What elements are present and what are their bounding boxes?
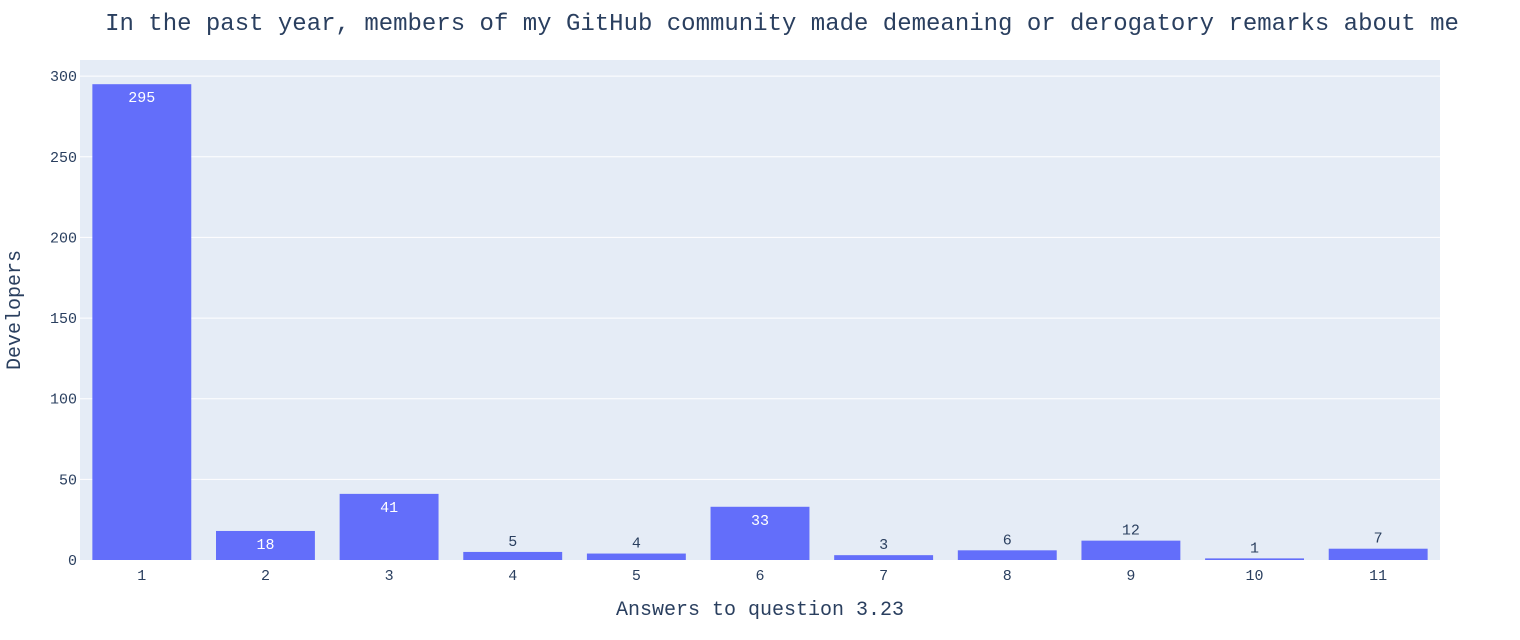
x-tick-label: 2	[261, 568, 270, 585]
gridlines	[80, 75, 1440, 480]
x-tick-label: 4	[508, 568, 517, 585]
y-tick-label: 0	[68, 553, 77, 570]
y-tick-label: 50	[59, 472, 77, 489]
x-axis-ticks: 1 2 3 4 5 6 7 8 9 10 11	[137, 568, 1387, 585]
bar-data-label: 41	[380, 500, 398, 517]
bar-data-label: 4	[632, 536, 641, 553]
plot-background	[80, 60, 1440, 560]
x-tick-label: 1	[137, 568, 146, 585]
bar-data-label: 7	[1374, 531, 1383, 548]
bar-data-label: 295	[128, 90, 155, 107]
bar	[710, 506, 810, 560]
bar-data-label: 6	[1003, 532, 1012, 549]
y-axis-title: Developers	[4, 250, 27, 370]
bar	[1328, 548, 1428, 560]
bar-data-label: 1	[1250, 540, 1259, 557]
chart-title: In the past year, members of my GitHub c…	[105, 11, 1459, 38]
x-tick-label: 3	[385, 568, 394, 585]
bar	[463, 551, 563, 560]
bar	[216, 530, 315, 560]
bars	[92, 84, 1428, 561]
bar	[92, 84, 192, 561]
x-tick-label: 9	[1126, 568, 1135, 585]
y-tick-label: 250	[50, 150, 77, 167]
bar	[957, 550, 1057, 560]
x-tick-label: 5	[632, 568, 641, 585]
x-tick-label: 7	[879, 568, 888, 585]
x-tick-label: 10	[1246, 568, 1264, 585]
y-tick-label: 300	[50, 69, 77, 86]
x-tick-label: 6	[755, 568, 764, 585]
x-axis-title: Answers to question 3.23	[616, 599, 904, 622]
bar-data-label: 33	[751, 513, 769, 530]
bar	[586, 553, 686, 560]
bar-data-label: 3	[879, 537, 888, 554]
x-tick-label: 8	[1003, 568, 1012, 585]
bar	[339, 493, 439, 560]
y-axis-ticks: 0 50 100 150 200 250 300	[50, 69, 77, 570]
y-tick-label: 200	[50, 230, 77, 247]
bar	[1081, 540, 1181, 560]
y-tick-label: 100	[50, 392, 77, 409]
bar	[834, 555, 934, 560]
y-tick-label: 150	[50, 311, 77, 328]
bar	[1205, 558, 1304, 560]
x-tick-label: 11	[1369, 568, 1387, 585]
bar-data-label: 5	[508, 534, 517, 551]
bar-data-label: 12	[1122, 523, 1140, 540]
bar-data-label: 18	[256, 537, 274, 554]
